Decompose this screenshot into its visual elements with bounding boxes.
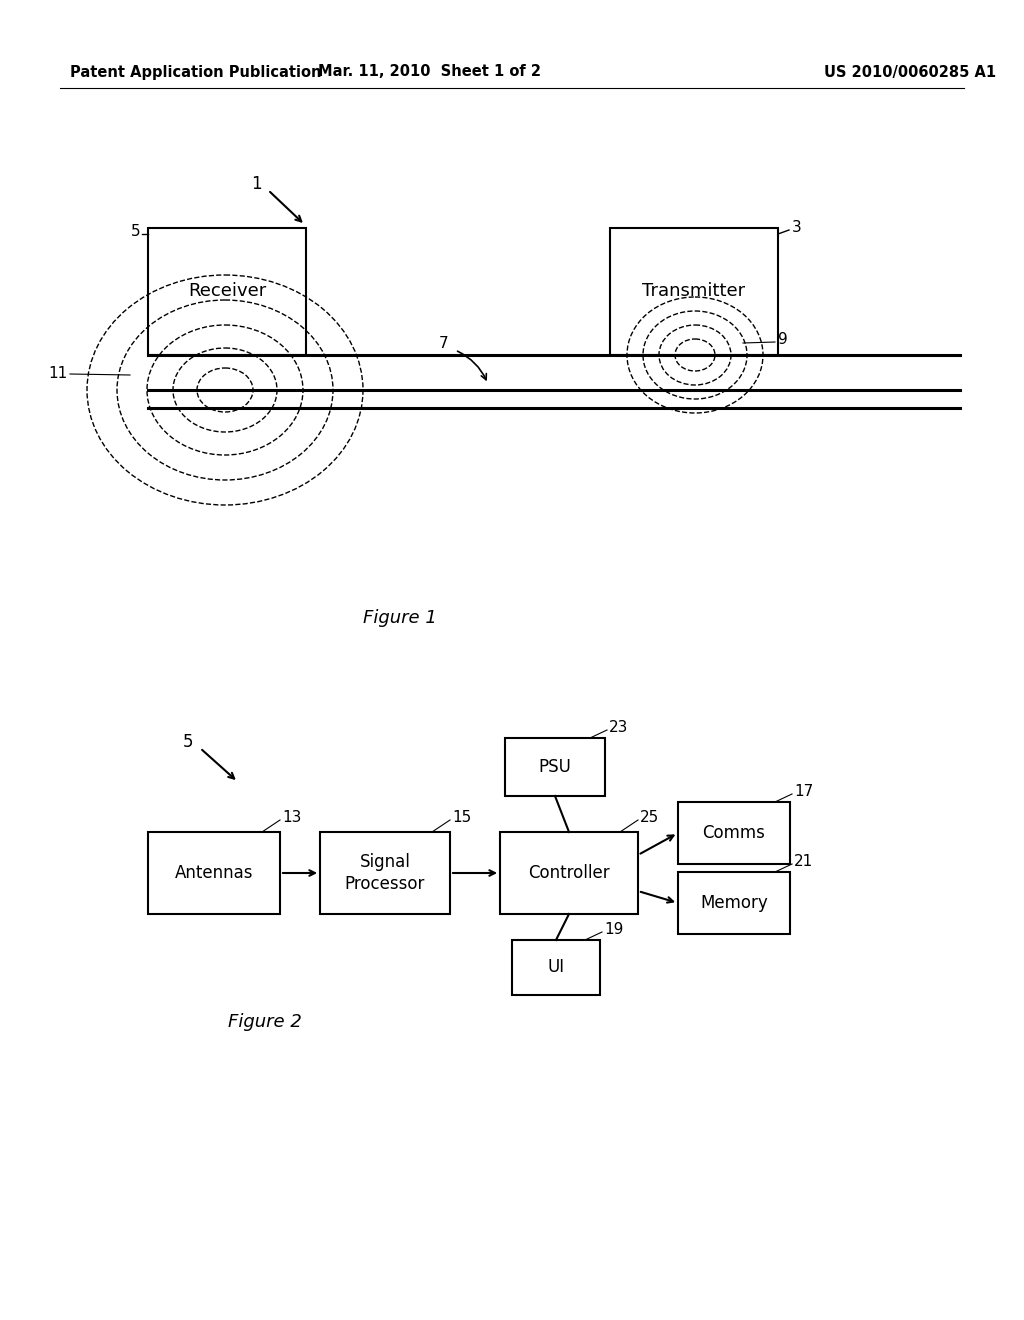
Text: Comms: Comms [702,824,765,842]
Text: 1: 1 [251,176,261,193]
Text: 19: 19 [604,923,624,937]
Text: 3: 3 [792,220,802,235]
Text: PSU: PSU [539,758,571,776]
Text: Controller: Controller [528,865,610,882]
Text: Receiver: Receiver [187,282,266,301]
FancyBboxPatch shape [678,803,790,865]
FancyBboxPatch shape [148,832,280,913]
Text: 25: 25 [640,810,659,825]
Text: Antennas: Antennas [175,865,253,882]
Text: UI: UI [548,958,564,977]
Text: Figure 1: Figure 1 [364,609,437,627]
Text: Signal
Processor: Signal Processor [345,853,425,894]
FancyBboxPatch shape [319,832,450,913]
Text: 13: 13 [282,810,301,825]
Text: 15: 15 [452,810,471,825]
Text: 17: 17 [794,784,813,800]
Text: Memory: Memory [700,894,768,912]
FancyBboxPatch shape [512,940,600,995]
Text: Transmitter: Transmitter [642,282,745,301]
Text: 11: 11 [49,366,68,380]
Text: 9: 9 [778,333,787,347]
FancyBboxPatch shape [505,738,605,796]
FancyBboxPatch shape [610,228,778,355]
Text: 5: 5 [130,224,140,239]
Text: Figure 2: Figure 2 [228,1012,302,1031]
FancyBboxPatch shape [678,873,790,935]
Text: US 2010/0060285 A1: US 2010/0060285 A1 [824,65,996,79]
Text: 5: 5 [182,733,194,751]
FancyBboxPatch shape [500,832,638,913]
Text: Mar. 11, 2010  Sheet 1 of 2: Mar. 11, 2010 Sheet 1 of 2 [318,65,542,79]
Text: 21: 21 [794,854,813,870]
Text: 23: 23 [609,721,629,735]
Text: Patent Application Publication: Patent Application Publication [70,65,322,79]
Text: 7: 7 [439,337,449,351]
FancyBboxPatch shape [148,228,306,355]
